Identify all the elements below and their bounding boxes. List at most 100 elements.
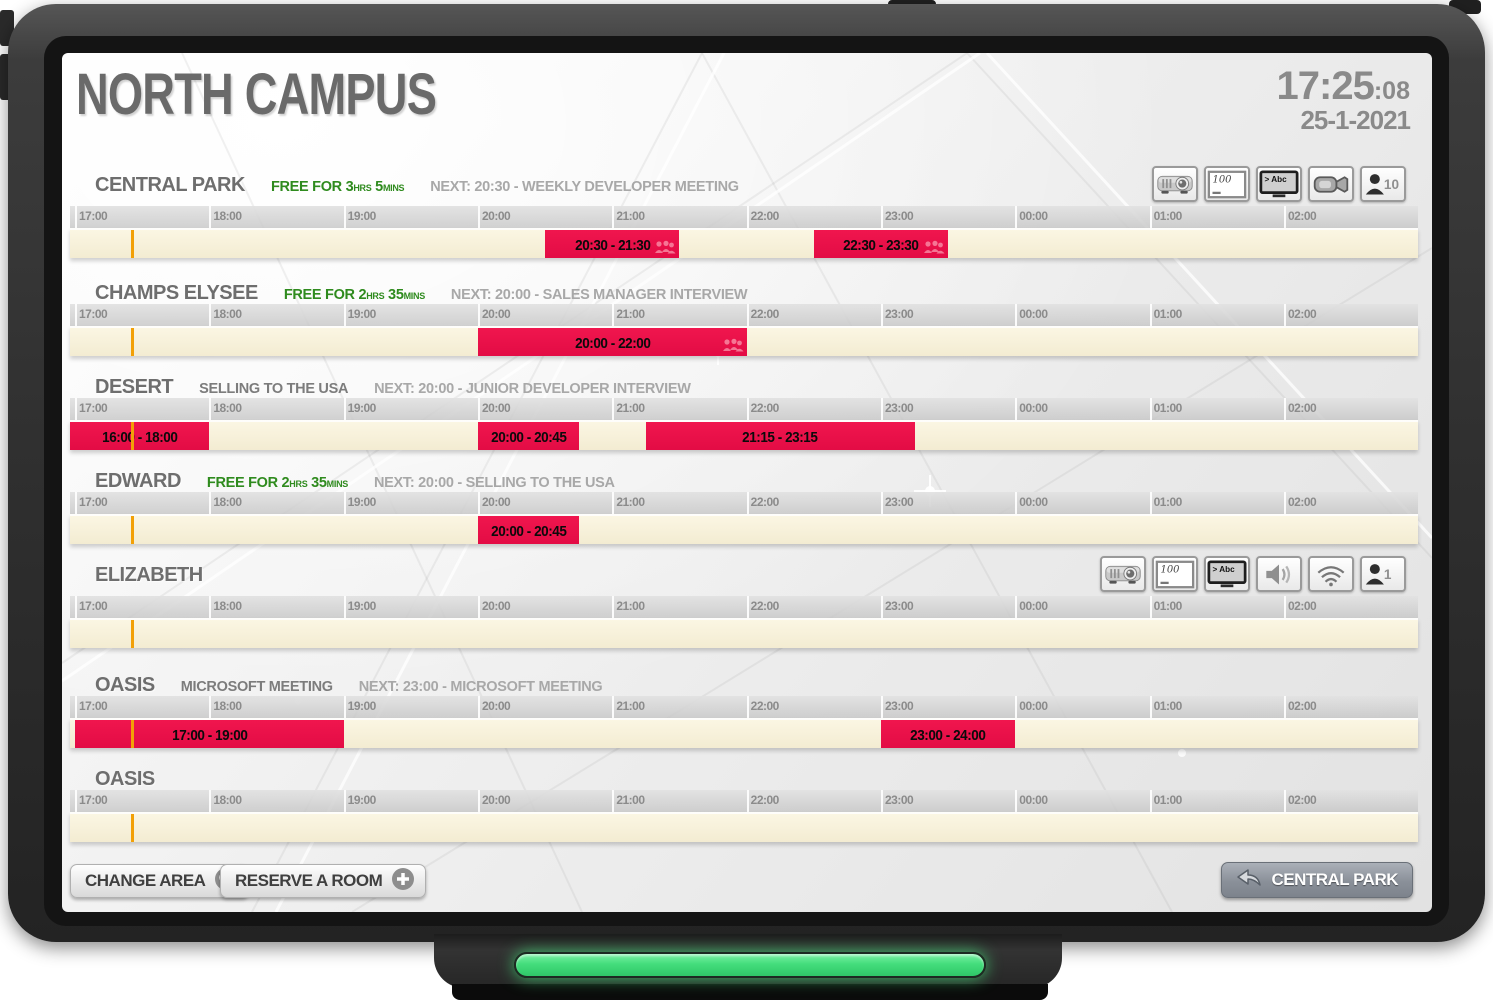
- hour-label: 17:00: [79, 599, 108, 613]
- hour-label: 01:00: [1153, 307, 1183, 321]
- svg-text:1: 1: [1384, 567, 1392, 582]
- hour-label: 20:00: [481, 307, 511, 321]
- timeline-track[interactable]: 20:30 - 21:30 22:30 - 23:30: [70, 228, 1418, 258]
- hour-label: 00:00: [1019, 401, 1048, 415]
- hour-tick: [1149, 696, 1152, 718]
- booking-block[interactable]: 17:00 - 19:00: [75, 720, 344, 748]
- hour-tick: [880, 304, 883, 326]
- hour-tick: [209, 206, 212, 228]
- room-name: OASIS: [95, 768, 155, 790]
- svg-text:100: 100: [1213, 174, 1233, 185]
- hour-label: 01:00: [1153, 793, 1183, 807]
- hour-label: 18:00: [213, 401, 242, 415]
- reserve-room-label: RESERVE A ROOM: [235, 871, 383, 890]
- equipment-badge-person: 1: [1360, 556, 1406, 592]
- hour-label: 01:00: [1153, 599, 1183, 613]
- hour-label: 21:00: [616, 209, 645, 223]
- hour-label: 02:00: [1287, 599, 1317, 613]
- screen: NORTH CAMPUS 17:25:08 25-1-2021 CENTRAL …: [62, 53, 1432, 912]
- booking-block[interactable]: 20:00 - 20:45: [477, 422, 579, 450]
- hour-tick: [1149, 398, 1152, 420]
- hour-tick: [1283, 206, 1286, 228]
- hour-tick: [75, 596, 77, 618]
- hour-tick: [880, 696, 883, 718]
- hour-tick: [612, 492, 615, 514]
- hour-tick: [1015, 304, 1018, 326]
- booking-time-label: 22:30 - 23:30: [843, 236, 919, 254]
- hour-tick: [477, 492, 480, 514]
- hour-label: 23:00: [884, 401, 914, 415]
- hour-tick: [746, 398, 749, 420]
- booking-block[interactable]: 22:30 - 23:30: [813, 230, 949, 258]
- timeline-track[interactable]: 17:00 - 19:00 23:00 - 24:00: [70, 718, 1418, 748]
- timeline-track[interactable]: [70, 812, 1418, 842]
- timeline-hour-band: 17:00 18:00 19:00 20:00 21:00 22:00 23:00 00:00…: [70, 304, 1418, 326]
- timeline-track[interactable]: 20:00 - 20:45: [70, 514, 1418, 544]
- booking-block[interactable]: 20:30 - 21:30: [545, 230, 680, 258]
- hour-label: 19:00: [347, 495, 377, 509]
- speaker-icon: [1266, 564, 1291, 584]
- equipment-badge-projector: [1100, 556, 1146, 592]
- whiteboard-icon: 100: [1207, 170, 1247, 198]
- hour-label: 20:00: [481, 401, 511, 415]
- booking-block[interactable]: 20:00 - 22:00: [477, 328, 747, 356]
- hour-tick: [746, 696, 749, 718]
- svg-text:10: 10: [1384, 177, 1399, 192]
- hour-label: 22:00: [750, 209, 780, 223]
- hour-label: 17:00: [79, 209, 108, 223]
- hour-tick: [1149, 492, 1152, 514]
- hour-label: 23:00: [884, 599, 914, 613]
- hour-tick: [612, 206, 615, 228]
- hour-label: 00:00: [1019, 599, 1048, 613]
- hour-label: 19:00: [347, 793, 377, 807]
- timeline-hour-band: 17:00 18:00 19:00 20:00 21:00 22:00 23:00 00:00…: [70, 206, 1418, 228]
- hour-label: 01:00: [1153, 699, 1183, 713]
- hour-label: 22:00: [750, 699, 780, 713]
- equipment-icons: 100 > Abc 1: [1100, 556, 1406, 592]
- room-name: ELIZABETH: [95, 564, 203, 586]
- hour-tick: [1015, 206, 1018, 228]
- hour-label: 22:00: [750, 793, 780, 807]
- reserve-room-button[interactable]: RESERVE A ROOM: [220, 864, 427, 898]
- booking-block[interactable]: 20:00 - 20:45: [477, 516, 579, 544]
- hour-label: 02:00: [1287, 307, 1317, 321]
- timeline-track[interactable]: 16:00 - 18:00 20:00 - 20:45 21:15 - 23:15: [70, 420, 1418, 450]
- status-led-bar: [514, 952, 986, 978]
- display-icon: > Abc: [1259, 169, 1299, 197]
- hour-label: 18:00: [213, 599, 242, 613]
- hour-tick: [75, 790, 77, 812]
- hour-tick: [343, 398, 346, 420]
- hour-tick: [1015, 596, 1018, 618]
- hour-label: 18:00: [213, 699, 242, 713]
- timeline-hour-band: 17:00 18:00 19:00 20:00 21:00 22:00 23:00 00:00…: [70, 790, 1418, 812]
- hour-tick: [343, 492, 346, 514]
- timeline-track[interactable]: 20:00 - 22:00: [70, 326, 1418, 356]
- hour-tick: [880, 790, 883, 812]
- hour-label: 22:00: [750, 307, 780, 321]
- room-header: CENTRAL PARK FREE FOR 3HRS 5MINS NEXT: 2…: [95, 174, 739, 204]
- current-time-marker: [130, 814, 134, 842]
- back-to-room-button[interactable]: CENTRAL PARK: [1221, 862, 1413, 898]
- booking-block[interactable]: 23:00 - 24:00: [880, 720, 1016, 748]
- hour-label: 00:00: [1019, 209, 1048, 223]
- hour-tick: [75, 398, 77, 420]
- hour-tick: [75, 492, 77, 514]
- room-free-status: FREE FOR 2HRS 35MINS: [206, 475, 348, 491]
- booking-block[interactable]: 16:00 - 18:00: [70, 422, 210, 450]
- equipment-icons: 100 > Abc 10: [1152, 166, 1406, 202]
- hour-label: 00:00: [1019, 699, 1048, 713]
- timeline-track[interactable]: [70, 618, 1418, 648]
- hour-label: 20:00: [481, 599, 511, 613]
- hour-tick: [1015, 790, 1018, 812]
- hour-label: 18:00: [213, 495, 242, 509]
- hour-label: 02:00: [1287, 209, 1317, 223]
- booking-block[interactable]: 21:15 - 23:15: [645, 422, 915, 450]
- attendees-icon: [924, 240, 945, 254]
- booking-time-label: 23:00 - 24:00: [910, 726, 987, 744]
- hour-label: 21:00: [616, 793, 645, 807]
- booking-time-label: 17:00 - 19:00: [171, 726, 248, 744]
- equipment-badge-projector: [1152, 166, 1198, 202]
- room-name: OASIS: [95, 674, 155, 696]
- equipment-badge-display: > Abc: [1204, 556, 1250, 592]
